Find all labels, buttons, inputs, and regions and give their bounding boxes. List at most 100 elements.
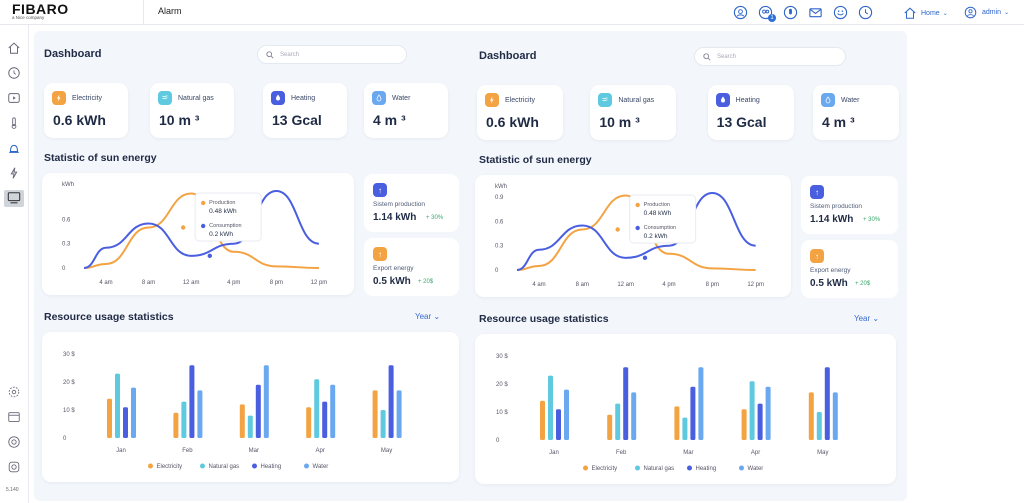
lightning-icon [485,93,499,107]
x-tick-label: 4 pm [662,282,675,288]
fibaro-logo[interactable]: FIBARO [12,1,69,17]
microphone-icon[interactable] [783,5,798,20]
bar-natural-gas [749,381,755,440]
sidebar-media-icon[interactable] [7,91,21,105]
legend-label: Water [748,466,764,472]
tooltip-prod-value: 0.48 kWh [644,210,672,217]
system-production-card[interactable]: ↑ Sistem production 1.14 kWh + 30% [364,174,459,232]
bar-chart-svg: 30 $ 20 $ 10 $ 0 Jan Feb Mar Apr May Electricity N… [63,352,402,470]
electricity-card[interactable]: Electricity 0.6 kWh [44,83,128,138]
gas-flame-icon [598,93,613,107]
mini-label: Sistem production [810,203,863,210]
legend-label: Natural gas [209,464,240,470]
x-tick-label: Feb [616,450,627,456]
sidebar-settings-icon[interactable] [7,385,21,399]
legend-marker [200,463,205,469]
natural-gas-card[interactable]: Natural gas 10 m ³ [150,83,234,138]
export-energy-card[interactable]: ↑ Export energy 0.5 kWh + 20$ [364,238,459,296]
sidebar-device-icon[interactable] [7,460,21,474]
water-card[interactable]: Water 4 m ³ [813,85,899,140]
bar-water [832,392,838,440]
users-icon[interactable]: 1 [758,5,776,22]
resource-usage-chart: 30 $ 20 $ 10 $ 0 Jan Feb Mar Apr May Electricity N… [42,332,459,482]
x-tick-label: Jan [549,450,559,456]
heating-flame-icon [271,91,285,105]
bar-electricity [372,390,378,438]
sidebar-thermometer-icon[interactable] [7,116,21,130]
sidebar-alarm-icon[interactable] [7,141,21,155]
line-chart-svg: kWh 0.6 0.3 0 4 am 8 am 12 am 4 pm 8 pm 12 pm Prod… [62,182,327,286]
sun-energy-title: Statistic of sun energy [44,152,157,164]
x-tick-label: May [817,450,828,456]
heating-card[interactable]: Heating 13 Gcal [263,83,347,138]
sidebar-history-icon[interactable] [7,66,21,80]
card-value: 10 m ³ [159,112,200,128]
sidebar-energy-icon[interactable] [7,166,21,180]
mini-label: Export energy [373,265,414,272]
search-placeholder: Search [280,51,300,58]
y-axis-unit: kWh [62,182,74,188]
bar-natural-gas [115,373,120,438]
sidebar-home-icon[interactable] [7,41,21,55]
year-dropdown[interactable]: Year ⌄ [854,314,879,323]
x-tick-label: 12 am [617,282,634,288]
sun-energy-chart: kWh 0.6 0.3 0 4 am 8 am 12 am 4 pm 8 pm 12 pm Prod… [42,173,354,295]
resource-usage-chart: 30 $ 20 $ 10 $ 0 Jan Feb Mar Apr May Electricity N… [475,334,896,484]
mini-percent: + 30% [426,215,444,221]
home-selector[interactable]: Home ⌄ [903,6,948,20]
resource-usage-title: Resource usage statistics [479,313,609,325]
production-line [516,194,756,271]
search-input[interactable]: Search [257,45,407,64]
bar-electricity [808,392,814,440]
sidebar-window-icon[interactable] [7,410,21,424]
mail-icon[interactable] [808,5,823,20]
legend-label: Heating [261,464,282,470]
x-tick-label: Apr [316,448,325,454]
legend-label: Electricity [592,466,618,472]
sidebar [0,25,29,503]
version-label: 5.140 [6,487,19,493]
year-dropdown[interactable]: Year ⌄ [415,312,440,321]
tooltip-prod-label: Production [644,202,670,208]
electricity-card[interactable]: Electricity 0.6 kWh [477,85,563,140]
bar-heating [322,401,328,438]
sidebar-dashboard-icon[interactable] [4,190,24,207]
heating-flame-icon [715,93,730,107]
x-tick-label: Jan [116,448,126,454]
card-label: Water [392,94,411,102]
alarm-status-icon[interactable] [733,5,748,20]
legend-marker [739,465,744,471]
export-energy-card[interactable]: ↑ Export energy 0.5 kWh + 20$ [801,240,898,298]
lightning-icon [52,91,66,105]
arrow-up-icon: ↑ [373,183,387,197]
production-point [615,227,620,232]
water-card[interactable]: Water 4 m ³ [364,83,448,138]
x-tick-label: Feb [182,448,193,454]
mini-label: Sistem production [373,201,426,208]
card-value: 0.6 kWh [486,114,539,130]
y-tick-label: 0.3 [62,242,71,248]
user-menu[interactable]: admin ⌄ [964,6,1009,19]
x-tick-label: Mar [683,450,693,456]
mini-percent: + 20$ [418,279,434,285]
natural-gas-card[interactable]: Natural gas 10 m ³ [590,85,677,140]
bar-water [330,384,336,438]
user-name: admin [982,9,1002,16]
emoji-icon[interactable] [833,5,848,20]
y-tick-label: 0 [63,436,67,442]
chevron-down-icon: ⌄ [433,312,441,321]
dashboard-panel: Dashboard Search Electricity 0.6 kWh Natu… [34,31,474,501]
clock-icon[interactable] [858,5,873,20]
bar-electricity [239,404,245,438]
tooltip-cons-label: Consumption [209,223,241,229]
tooltip-cons-value: 0.2 kWh [644,233,668,240]
sidebar-support-icon[interactable] [7,435,21,449]
bar-natural-gas [181,401,187,438]
search-icon [703,52,711,61]
x-tick-label: 8 pm [270,280,283,286]
system-production-card[interactable]: ↑ Sistem production 1.14 kWh + 30% [801,176,898,234]
bar-heating [556,409,561,440]
search-input[interactable]: Search [694,47,846,66]
heating-card[interactable]: Heating 13 Gcal [707,85,794,140]
bar-chart-svg: 30 $ 20 $ 10 $ 0 Jan Feb Mar Apr May Electricity N… [496,354,838,472]
